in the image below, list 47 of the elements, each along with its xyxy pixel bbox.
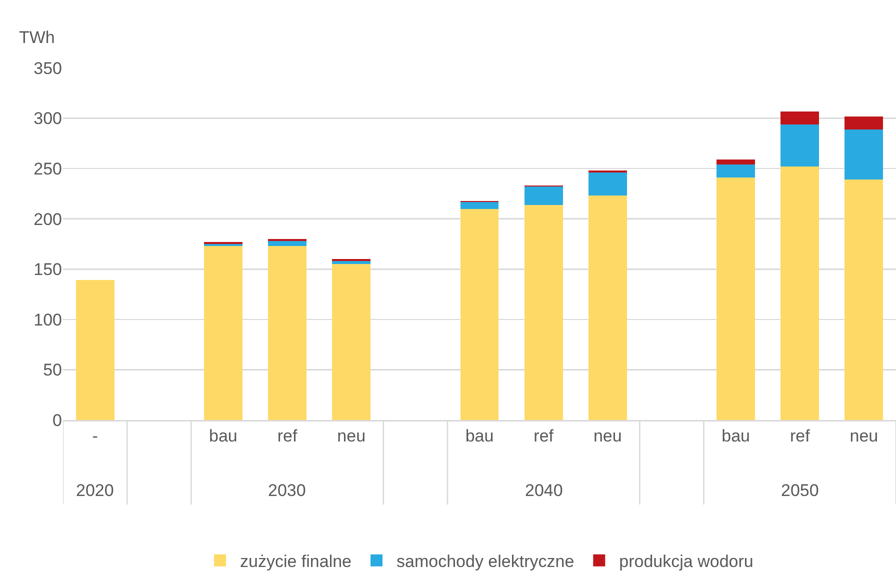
legend-label: zużycie finalne [240, 552, 352, 571]
y-tick-label: 200 [34, 210, 62, 229]
y-tick-label: 300 [34, 109, 62, 128]
bar [332, 261, 371, 264]
text: 2030 [268, 481, 306, 500]
y-tick-label: 150 [34, 260, 62, 280]
bar [844, 180, 884, 420]
bar [716, 164, 756, 178]
bar [524, 204, 563, 420]
legend-label: samochody elektryczne [396, 552, 574, 571]
text: 2050 [781, 481, 819, 500]
text: 2020 [76, 481, 114, 500]
bar [460, 208, 499, 420]
bar [780, 124, 820, 167]
bar [204, 246, 242, 420]
bar [844, 116, 884, 130]
x-tick-label: neu [850, 426, 878, 446]
bar [268, 246, 306, 420]
bar [716, 178, 756, 420]
bar [588, 196, 627, 420]
bar [844, 129, 884, 180]
bar [460, 202, 499, 209]
y-axis-title: TWh [19, 28, 55, 47]
x-tick-label: - [92, 426, 98, 446]
x-tick-label: bau [722, 426, 750, 446]
x-tick-label: ref [277, 426, 298, 446]
bar [76, 280, 114, 420]
text: 2040 [525, 481, 563, 500]
bar [268, 240, 306, 246]
y-tick-label: 50 [43, 360, 62, 380]
bar [332, 264, 371, 420]
x-tick-label: neu [593, 426, 622, 446]
x-tick-label: ref [790, 426, 810, 446]
bar [780, 166, 820, 420]
y-tick-label: 100 [34, 310, 62, 330]
x-tick-label: bau [209, 426, 238, 446]
y-tick-label: 0 [52, 410, 62, 430]
y-tick-label: 350 [34, 58, 62, 78]
legend-label: produkcja wodoru [619, 552, 754, 571]
bar [588, 172, 627, 196]
bar [524, 186, 563, 205]
bar [780, 111, 820, 124]
x-tick-label: bau [465, 426, 494, 446]
y-tick-label: 250 [34, 160, 62, 179]
bar [716, 160, 756, 165]
x-tick-label: ref [534, 426, 554, 446]
x-tick-label: neu [337, 426, 366, 446]
